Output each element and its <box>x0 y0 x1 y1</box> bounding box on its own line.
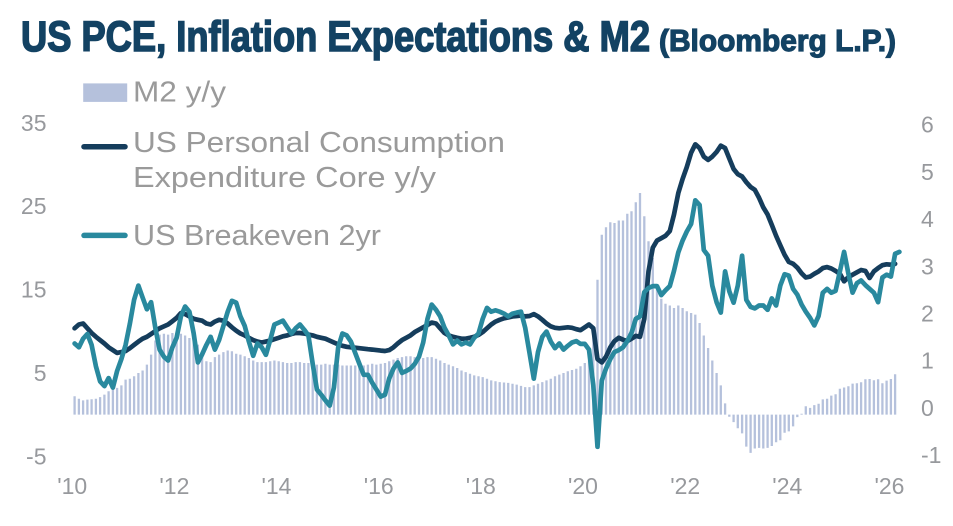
svg-text:'14: '14 <box>262 473 292 499</box>
svg-text:6: 6 <box>921 112 934 138</box>
svg-text:15: 15 <box>21 276 47 302</box>
svg-text:5: 5 <box>921 159 934 185</box>
svg-text:2: 2 <box>921 301 934 327</box>
svg-text:35: 35 <box>21 110 47 136</box>
svg-text:'10: '10 <box>57 473 87 499</box>
svg-text:'22: '22 <box>670 473 700 499</box>
svg-text:'26: '26 <box>875 473 905 499</box>
svg-text:'18: '18 <box>466 473 496 499</box>
svg-text:'24: '24 <box>772 473 802 499</box>
svg-text:US PCE, Inflation Expectations: US PCE, Inflation Expectations & M2 <box>21 14 650 61</box>
svg-text:'20: '20 <box>568 473 598 499</box>
svg-text:25: 25 <box>21 193 47 219</box>
svg-text:0: 0 <box>921 395 934 421</box>
svg-text:3: 3 <box>921 253 934 279</box>
svg-text:5: 5 <box>34 360 47 386</box>
svg-text:1: 1 <box>921 348 934 374</box>
svg-text:Expenditure Core y/y: Expenditure Core y/y <box>133 162 437 194</box>
svg-text:M2 y/y: M2 y/y <box>133 76 227 108</box>
svg-text:(Bloomberg L.P.): (Bloomberg L.P.) <box>659 24 896 58</box>
svg-text:US Breakeven 2yr: US Breakeven 2yr <box>133 220 382 252</box>
svg-text:4: 4 <box>921 206 934 232</box>
svg-text:-1: -1 <box>921 442 941 468</box>
svg-text:'12: '12 <box>159 473 189 499</box>
svg-text:US Personal Consumption: US Personal Consumption <box>133 127 505 159</box>
svg-text:-5: -5 <box>26 443 46 469</box>
svg-text:'16: '16 <box>364 473 394 499</box>
